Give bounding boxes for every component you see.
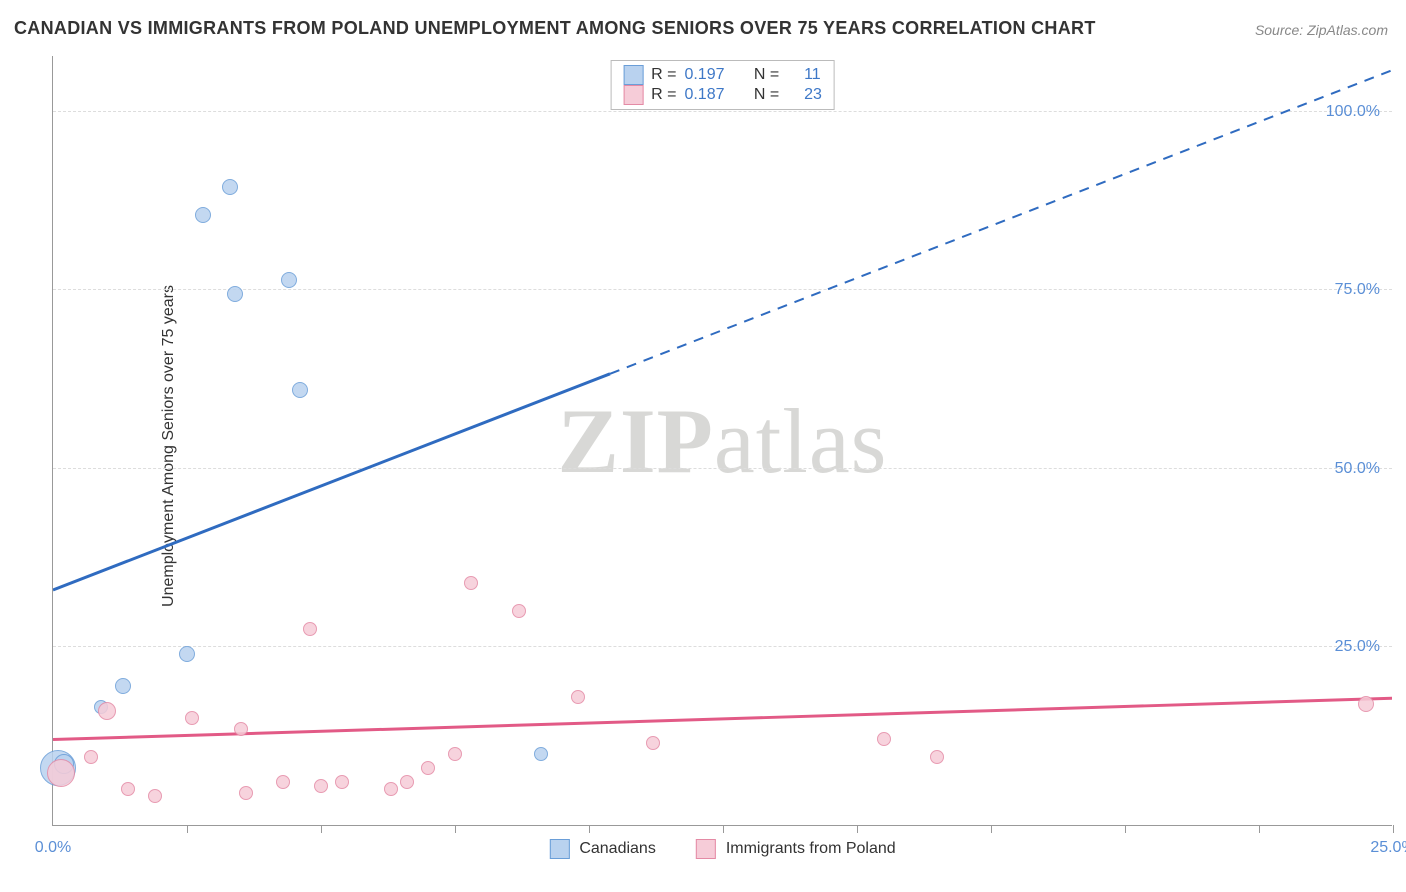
legend-item-canadians: Canadians (549, 839, 656, 859)
correlation-row-1: R = 0.197 N = 11 (623, 65, 822, 85)
data-point (281, 272, 297, 288)
data-point (179, 646, 195, 662)
data-point (571, 690, 585, 704)
data-point (421, 761, 435, 775)
data-point (121, 782, 135, 796)
data-point (512, 604, 526, 618)
data-point (115, 678, 131, 694)
plot-area: ZIPatlas 25.0%50.0%75.0%100.0% 0.0%25.0%… (52, 56, 1392, 826)
swatch-immigrants-legend (696, 839, 716, 859)
data-point (84, 750, 98, 764)
data-point (314, 779, 328, 793)
data-point (98, 702, 116, 720)
legend-label-canadians: Canadians (579, 840, 656, 858)
swatch-canadians-legend (549, 839, 569, 859)
data-point (234, 722, 248, 736)
data-point (335, 775, 349, 789)
data-point (448, 747, 462, 761)
data-point (227, 286, 243, 302)
data-point (464, 576, 478, 590)
data-point (292, 382, 308, 398)
data-point (400, 775, 414, 789)
correlation-row-2: R = 0.187 N = 23 (623, 85, 822, 105)
data-point (185, 711, 199, 725)
data-point (877, 732, 891, 746)
data-point (303, 622, 317, 636)
trend-lines (53, 56, 1392, 825)
chart-title: CANADIAN VS IMMIGRANTS FROM POLAND UNEMP… (14, 18, 1096, 39)
legend: Canadians Immigrants from Poland (549, 839, 895, 859)
correlation-box: R = 0.197 N = 11 R = 0.187 N = 23 (610, 60, 835, 110)
data-point (195, 207, 211, 223)
data-point (148, 789, 162, 803)
legend-item-immigrants: Immigrants from Poland (696, 839, 896, 859)
legend-label-immigrants: Immigrants from Poland (726, 840, 896, 858)
data-point (47, 759, 75, 787)
data-point (646, 736, 660, 750)
swatch-canadians (623, 65, 643, 85)
data-point (1358, 696, 1374, 712)
swatch-immigrants (623, 85, 643, 105)
watermark: ZIPatlas (558, 388, 888, 494)
data-point (276, 775, 290, 789)
data-point (384, 782, 398, 796)
data-point (239, 786, 253, 800)
data-point (222, 179, 238, 195)
source-attribution: Source: ZipAtlas.com (1255, 22, 1388, 38)
data-point (534, 747, 548, 761)
data-point (930, 750, 944, 764)
